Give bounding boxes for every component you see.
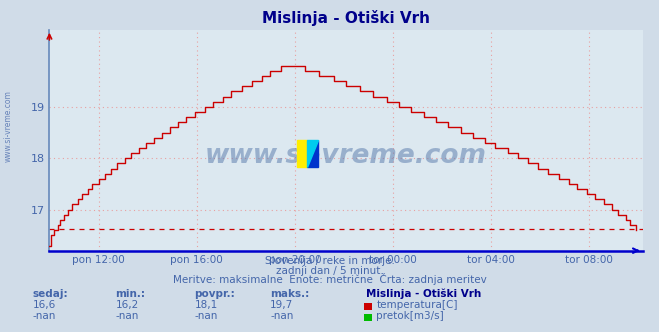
Bar [297,140,307,167]
Text: 18,1: 18,1 [194,300,217,310]
Text: zadnji dan / 5 minut.: zadnji dan / 5 minut. [275,266,384,276]
Text: povpr.:: povpr.: [194,289,235,299]
Title: Mislinja - Otiški Vrh: Mislinja - Otiški Vrh [262,10,430,26]
Text: -nan: -nan [33,311,56,321]
Polygon shape [308,140,318,167]
Text: www.si-vreme.com: www.si-vreme.com [3,90,13,162]
Text: Mislinja - Otiški Vrh: Mislinja - Otiški Vrh [366,289,481,299]
Text: min.:: min.: [115,289,146,299]
Text: Slovenija / reke in morje.: Slovenija / reke in morje. [264,256,395,266]
Text: pretok[m3/s]: pretok[m3/s] [376,311,444,321]
Text: temperatura[C]: temperatura[C] [376,300,458,310]
Text: sedaj:: sedaj: [33,289,69,299]
Text: maks.:: maks.: [270,289,310,299]
Text: -nan: -nan [194,311,217,321]
Text: -nan: -nan [270,311,293,321]
Text: www.si-vreme.com: www.si-vreme.com [205,143,487,169]
Text: -nan: -nan [115,311,138,321]
Text: 16,2: 16,2 [115,300,138,310]
Text: 19,7: 19,7 [270,300,293,310]
Text: 16,6: 16,6 [33,300,56,310]
Polygon shape [308,140,318,167]
Text: Meritve: maksimalne  Enote: metrične  Črta: zadnja meritev: Meritve: maksimalne Enote: metrične Črta… [173,273,486,285]
